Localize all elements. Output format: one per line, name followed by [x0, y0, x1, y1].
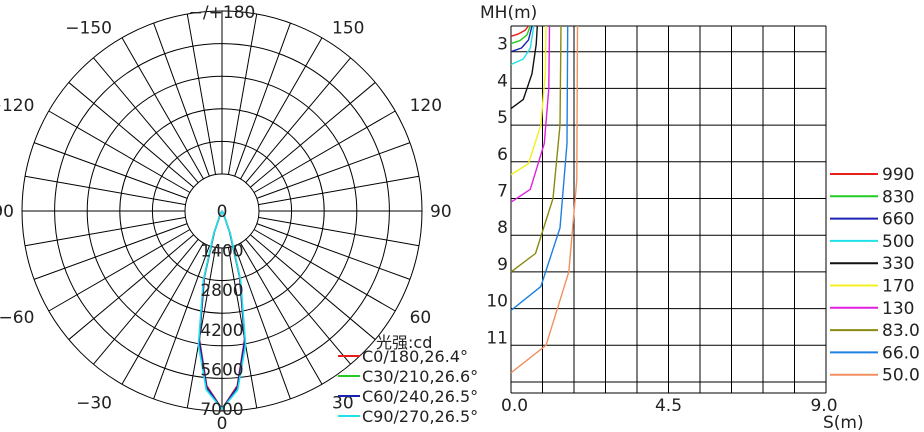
isolux-x-label: S(m) [823, 413, 864, 432]
isolux-legend-label: 130 [882, 299, 914, 319]
isolux-y-tick: 4 [497, 71, 508, 91]
isolux-series-9 [510, 25, 569, 311]
polar-spoke [121, 242, 204, 385]
polar-spoke [33, 223, 188, 280]
isolux-y-label: MH(m) [480, 3, 537, 23]
polar-spoke [253, 110, 396, 193]
polar-spoke [186, 13, 217, 175]
isolux-legend-label: 330 [882, 254, 914, 274]
polar-spoke [227, 247, 258, 409]
isolux-x-tick: 9.0 [810, 396, 837, 416]
polar-spoke [234, 245, 291, 400]
polar-spoke [250, 82, 376, 188]
isolux-y-tick: 3 [497, 35, 508, 55]
polar-legend-label: C0/180,26.4° [362, 347, 468, 366]
polar-spoke [245, 57, 351, 183]
polar-series-4 [197, 210, 247, 410]
isolux-y-tick: 9 [497, 255, 508, 275]
isolux-series-1 [510, 25, 530, 37]
polar-legend-label: C90/270,26.5° [362, 407, 478, 426]
isolux-series-7 [510, 25, 551, 203]
polar-intensity-chart: 0140028004200560070000306090120150−/+180… [0, 3, 478, 432]
polar-spoke [93, 57, 199, 183]
isolux-series-3 [510, 25, 533, 53]
polar-spoke [256, 142, 411, 199]
polar-spoke [24, 216, 186, 247]
isolux-y-tick: 5 [497, 108, 508, 128]
isolux-legend-label: 660 [882, 210, 914, 230]
polar-radial-label: 2800 [200, 281, 243, 301]
polar-spoke [68, 82, 194, 188]
polar-unit-label: 光强:cd [376, 333, 432, 352]
polar-radial-label: 5600 [200, 360, 243, 380]
polar-angle-label: 120 [410, 96, 442, 116]
polar-legend-label: C60/240,26.5° [362, 387, 478, 406]
isolux-y-tick: 6 [497, 145, 508, 165]
isolux-legend-label: 990 [882, 165, 914, 185]
polar-radial-label: 1400 [200, 242, 243, 262]
polar-spoke [121, 37, 204, 180]
polar-angle-label: −30 [76, 394, 112, 414]
isolux-x-tick: 0.0 [501, 396, 528, 416]
polar-angle-label: −150 [65, 18, 112, 38]
polar-spoke [24, 175, 186, 206]
polar-angle-label: −120 [0, 96, 34, 116]
polar-spoke [93, 239, 199, 365]
polar-angle-label: 30 [332, 394, 354, 414]
isolux-series-8 [510, 25, 562, 273]
polar-angle-label: −60 [0, 308, 34, 328]
isolux-legend-label: 66.0 [882, 343, 920, 363]
isolux-legend-label: 170 [882, 277, 914, 297]
polar-spoke [253, 229, 396, 312]
isolux-y-tick: 8 [497, 218, 508, 238]
polar-radial-label: 0 [217, 202, 228, 222]
polar-angle-label: 0 [217, 414, 228, 432]
polar-spoke [68, 234, 194, 340]
polar-spoke [48, 110, 191, 193]
isolux-y-tick: 11 [486, 328, 508, 348]
polar-spoke [48, 229, 191, 312]
polar-spoke [245, 239, 351, 365]
polar-spoke [153, 22, 210, 177]
isolux-series-2 [510, 25, 531, 45]
polar-angle-label: 150 [332, 18, 364, 38]
isolux-series-10 [510, 25, 579, 374]
isolux-series-4 [510, 25, 535, 66]
polar-angle-label: −/+180 [189, 3, 256, 23]
polar-angle-label: 60 [410, 308, 432, 328]
polar-spoke [240, 242, 323, 385]
polar-spoke [33, 142, 188, 199]
isolux-legend-label: 500 [882, 232, 914, 252]
polar-spoke [256, 223, 411, 280]
polar-spoke [258, 216, 420, 247]
polar-angle-label: −90 [0, 202, 14, 222]
polar-spoke [240, 37, 323, 180]
isolux-legend-label: 50.0 [882, 366, 920, 386]
isolux-series-5 [510, 25, 538, 110]
polar-radial-label: 4200 [200, 321, 243, 341]
polar-spoke [258, 175, 420, 206]
isolux-y-tick: 10 [486, 292, 508, 312]
polar-spoke [186, 247, 217, 409]
polar-spoke [153, 245, 210, 400]
polar-legend-label: C30/210,26.6° [362, 367, 478, 386]
polar-spoke [250, 234, 376, 340]
polar-spoke [234, 22, 291, 177]
isolux-series-6 [510, 25, 547, 176]
isolux-legend-label: 830 [882, 187, 914, 207]
isolux-legend-label: 83.0 [882, 321, 920, 341]
polar-radial-label: 7000 [200, 400, 243, 420]
isolux-y-tick: 7 [497, 181, 508, 201]
polar-spoke [227, 13, 258, 175]
isolux-x-tick: 4.5 [655, 396, 682, 416]
polar-angle-label: 90 [430, 202, 452, 222]
